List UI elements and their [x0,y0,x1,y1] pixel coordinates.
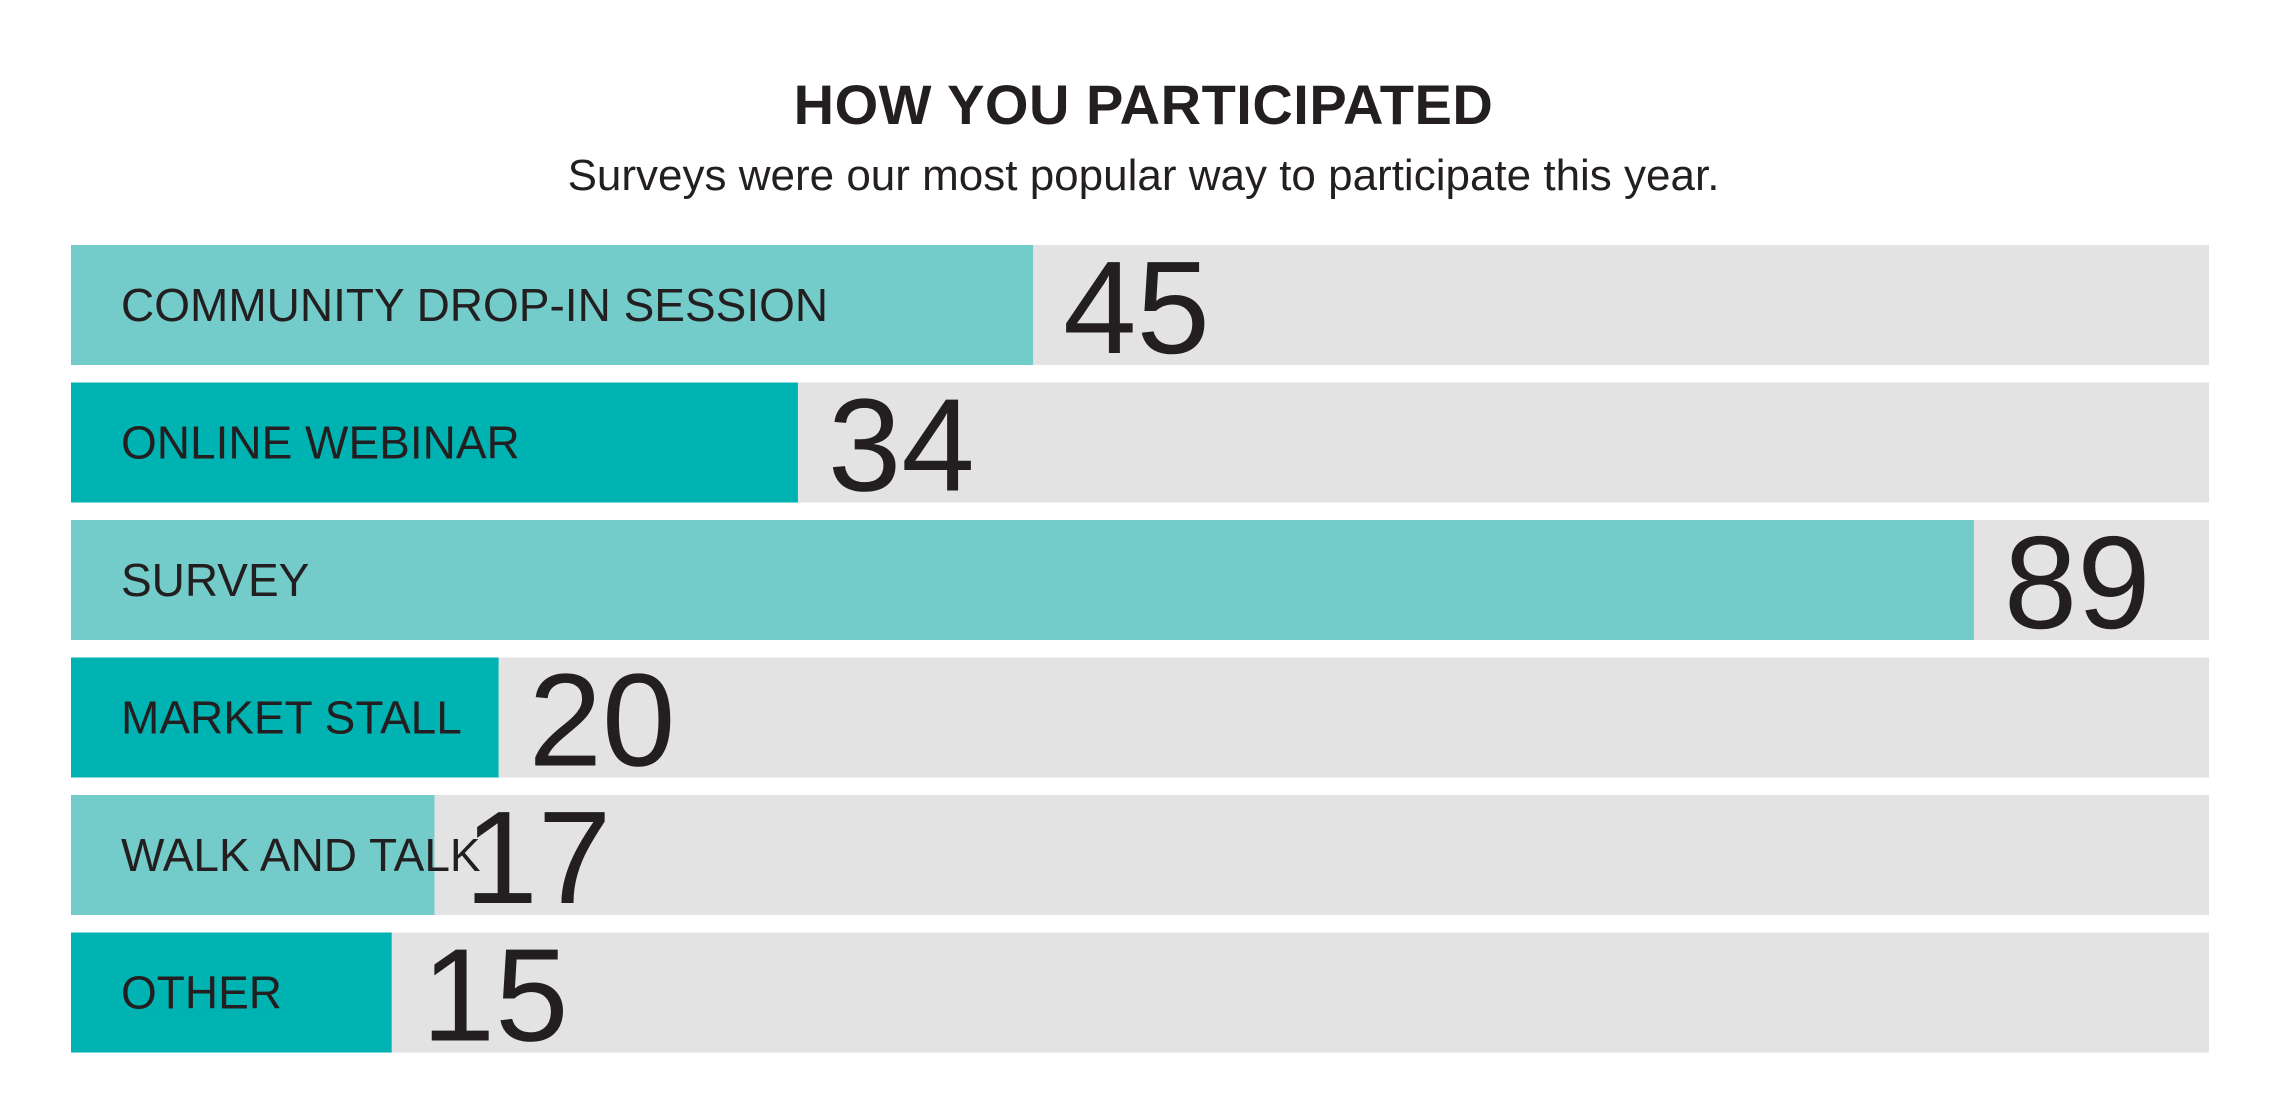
category-label: MARKET STALL [121,692,462,744]
value-label: 20 [529,647,676,794]
bar [71,520,1974,640]
bar-row: SURVEY 89 [71,509,2209,656]
category-label: ONLINE WEBINAR [121,417,520,469]
value-label: 17 [464,784,611,931]
bar-row: COMMUNITY DROP-IN SESSION 45 [71,234,2209,381]
bar-track [71,932,2209,1053]
chart-title: HOW YOU PARTICIPATED [793,73,1494,136]
bar [71,657,499,778]
chart-subtitle: Surveys were our most popular way to par… [567,151,1720,200]
value-label: 89 [2004,509,2151,656]
category-label: OTHER [121,967,282,1019]
value-label: 45 [1063,234,1210,381]
bar-row: OTHER 15 [71,922,2209,1069]
category-label: WALK AND TALK [121,829,481,881]
category-label: COMMUNITY DROP-IN SESSION [121,279,828,331]
bar [71,382,798,503]
bar [71,932,392,1053]
value-label: 15 [422,922,569,1069]
category-label: SURVEY [121,554,309,606]
bar [71,795,435,915]
bar [71,245,1034,365]
bar-row: MARKET STALL 20 [71,647,2209,794]
bar-row: ONLINE WEBINAR 34 [71,372,2209,519]
value-label: 34 [828,372,975,519]
